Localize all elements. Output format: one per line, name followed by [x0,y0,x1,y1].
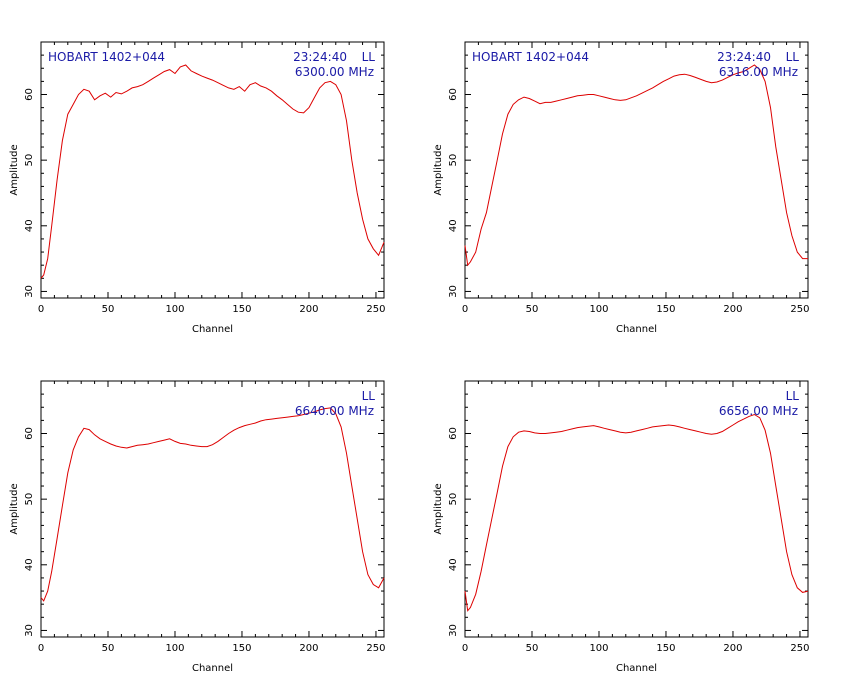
x-tick-label: 200 [723,304,742,315]
x-tick-label: 0 [462,304,468,315]
x-axis-label: Channel [192,663,233,674]
x-tick-label: 0 [462,643,468,654]
plot-frame [40,380,385,638]
y-tick-label: 50 [448,493,459,506]
x-tick-label: 250 [790,304,809,315]
x-axis-label: Channel [616,324,657,335]
y-tick-label: 60 [24,427,35,440]
y-tick-label: 30 [24,624,35,637]
y-axis-label: Amplitude [9,483,20,534]
y-tick-label: 60 [24,88,35,101]
plot-frame [464,41,809,299]
x-tick-label: 200 [723,643,742,654]
x-tick-label: 100 [589,643,608,654]
polarization-label: LL [362,50,376,64]
y-tick-label: 60 [448,427,459,440]
spectrum-line [464,413,809,612]
y-tick-label: 40 [24,219,35,232]
y-tick-label: 50 [24,154,35,167]
x-tick-label: 250 [790,643,809,654]
x-tick-label: 150 [232,643,251,654]
x-tick-label: 100 [165,304,184,315]
time-label: 23:24:40 [293,50,347,64]
frequency-label: 6300.00 MHz [295,65,374,79]
x-tick-label: 100 [589,304,608,315]
time-label: 23:24:40 [717,50,771,64]
polarization-label: LL [786,50,800,64]
plot-frame [40,41,385,299]
y-axis-label: Amplitude [433,144,444,195]
frequency-label: 6640.00 MHz [295,404,374,418]
x-tick-label: 0 [38,304,44,315]
y-tick-label: 50 [24,493,35,506]
frequency-label: 6316.00 MHz [719,65,798,79]
chart-panel-1: 0 50 100 150 200 250 30 40 50 60 Channel Amplitude H… [9,41,386,335]
y-tick-label: 40 [448,558,459,571]
spectrum-line [464,64,808,267]
x-tick-label: 100 [165,643,184,654]
x-tick-label: 50 [102,304,115,315]
y-tick-label: 40 [448,219,459,232]
x-tick-label: 200 [299,304,318,315]
x-tick-label: 150 [656,304,675,315]
x-tick-label: 200 [299,643,318,654]
x-axis-label: Channel [616,663,657,674]
y-tick-label: 30 [24,285,35,298]
x-tick-label: 250 [366,643,385,654]
x-tick-label: 150 [232,304,251,315]
x-tick-label: 50 [526,304,539,315]
chart-panel-3: 0 50 100 150 200 250 30 40 50 60 Channel Amplitude L… [9,380,386,674]
x-tick-label: 0 [38,643,44,654]
frequency-label: 6656.00 MHz [719,404,798,418]
y-tick-label: 50 [448,154,459,167]
chart-panel-4: 0 50 100 150 200 250 30 40 50 60 Channel Amplitude L… [433,380,810,674]
y-axis-label: Amplitude [9,144,20,195]
y-tick-label: 40 [24,558,35,571]
y-axis-label: Amplitude [433,483,444,534]
x-tick-label: 150 [656,643,675,654]
spectrum-line [40,407,385,602]
x-axis-label: Channel [192,324,233,335]
y-tick-label: 30 [448,624,459,637]
polarization-label: LL [786,389,800,403]
x-tick-label: 250 [366,304,385,315]
source-label: HOBART 1402+044 [48,50,165,64]
chart-panel-2: 0 50 100 150 200 250 30 40 50 60 Channel Amplitude H… [433,41,810,335]
x-tick-label: 50 [526,643,539,654]
source-label: HOBART 1402+044 [472,50,589,64]
spectrum-line [40,64,385,279]
y-tick-label: 60 [448,88,459,101]
x-tick-label: 50 [102,643,115,654]
y-tick-label: 30 [448,285,459,298]
plot-frame [464,380,809,638]
polarization-label: LL [362,389,376,403]
